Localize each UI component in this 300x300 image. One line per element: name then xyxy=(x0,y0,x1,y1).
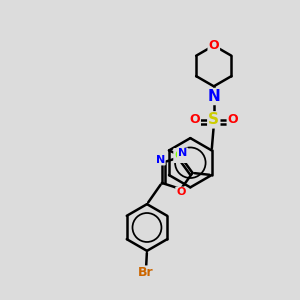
Text: N: N xyxy=(155,154,165,164)
Text: N: N xyxy=(207,89,220,104)
Text: O: O xyxy=(176,188,185,197)
Text: O: O xyxy=(208,39,219,52)
Text: Br: Br xyxy=(138,266,154,279)
Text: Cl: Cl xyxy=(174,149,188,162)
Text: O: O xyxy=(189,113,200,126)
Text: S: S xyxy=(208,112,219,128)
Text: O: O xyxy=(228,113,238,126)
Text: N: N xyxy=(178,148,187,158)
